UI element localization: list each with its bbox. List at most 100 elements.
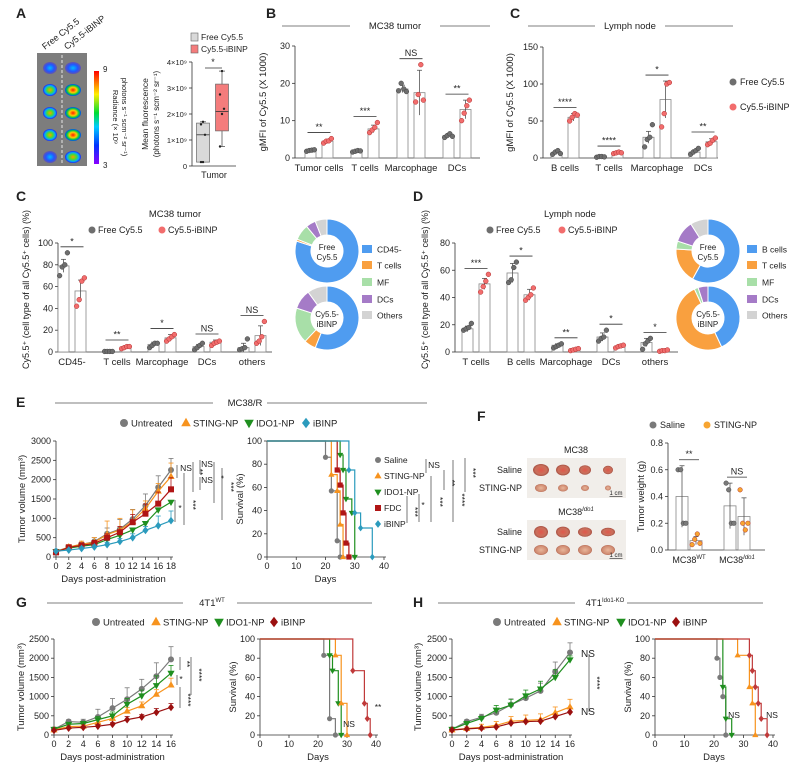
- data-point: [664, 347, 671, 353]
- growth-point: [152, 690, 160, 697]
- survival-point: [338, 699, 345, 706]
- chart-title: 4T1WT: [199, 598, 225, 609]
- x-category-label: Tumor: [201, 170, 227, 180]
- survival-curve: [655, 638, 733, 735]
- significance-label: NS: [405, 48, 418, 58]
- survival-point: [321, 652, 327, 658]
- y-tick-label: 20: [43, 325, 53, 335]
- x-tick-label: 10: [115, 561, 125, 571]
- x-axis-label: Days post-administration: [459, 752, 564, 763]
- y-tick-label: 60: [245, 672, 255, 682]
- y-tick-label: 100: [247, 436, 262, 446]
- x-tick-label: 40: [379, 561, 389, 571]
- legend-swatch: [190, 32, 199, 42]
- data-point: [261, 318, 268, 325]
- y-axis-label: Tumor weight (g): [636, 461, 647, 532]
- significance-label: *: [160, 318, 164, 328]
- tumor-saline: [579, 465, 591, 475]
- significance-label: NS: [728, 710, 740, 720]
- panel-label-d: D: [413, 188, 423, 204]
- survival-curve: [267, 440, 341, 557]
- box: [215, 83, 229, 132]
- data-point: [575, 345, 582, 352]
- significance-label: NS: [581, 649, 595, 660]
- legend-marker: [120, 419, 128, 427]
- x-category-label: B cells: [551, 163, 579, 174]
- photo-title-text: MC38: [564, 445, 588, 455]
- survival-point: [746, 683, 753, 690]
- y-tick-label: 80: [640, 653, 650, 663]
- growth-point: [78, 544, 85, 553]
- y-axis-label: Mean fluorescence: [140, 78, 150, 150]
- survival-point: [722, 716, 729, 723]
- data-point: [723, 480, 729, 486]
- growth-point: [94, 717, 102, 724]
- scale-bar-label: 1 cm: [609, 491, 622, 497]
- y-tick-label: 0.8: [650, 438, 663, 448]
- tumor-saline: [533, 464, 549, 476]
- significance-label: NS: [581, 707, 595, 718]
- survival-point: [714, 655, 720, 661]
- pie-slice: [707, 285, 741, 348]
- growth-point: [142, 526, 149, 535]
- chart-title: Lymph node: [544, 209, 596, 220]
- y-tick-label: 20: [245, 711, 255, 721]
- tumor-signal-free: [43, 129, 57, 141]
- y-tick-label: 0: [257, 552, 262, 562]
- chart-title: Lymph node: [604, 21, 656, 32]
- photo-title: MC38Ido1: [558, 507, 594, 517]
- tumor-signal-ibinp: [65, 129, 81, 141]
- data-point: [639, 346, 646, 352]
- data-point: [199, 123, 203, 126]
- survival-point: [328, 488, 334, 494]
- y-tick-label: 0: [445, 347, 450, 357]
- growth-point: [51, 726, 57, 735]
- data-point: [76, 297, 82, 303]
- growth-point: [507, 702, 515, 709]
- pie-legend-label: Others: [377, 311, 403, 321]
- x-tick-label: 16: [565, 739, 575, 749]
- y-tick-label: 1500: [31, 494, 51, 504]
- survival-point: [364, 715, 370, 723]
- growth-point: [167, 681, 175, 688]
- significance-label: ***: [410, 507, 420, 518]
- tumor-sting-np: [578, 545, 592, 555]
- legend-swatch: [190, 44, 199, 54]
- data-point: [154, 340, 161, 346]
- x-axis-label: Days: [307, 752, 329, 763]
- survival-curve: [267, 440, 356, 557]
- legend-label: STING-NP: [564, 618, 609, 629]
- data-point: [56, 273, 63, 279]
- data-point: [683, 520, 689, 526]
- legend-marker: [374, 489, 382, 496]
- pie-center-label: Cy5.5: [698, 253, 719, 262]
- growth-point: [65, 724, 72, 732]
- legend-marker: [486, 226, 494, 234]
- growth-curve: [55, 501, 172, 553]
- legend-label: iBINP: [313, 419, 337, 430]
- survival-point: [719, 684, 726, 691]
- x-category-label: Marcophage: [385, 163, 438, 174]
- colorbar-min: 3: [103, 161, 108, 170]
- pie-legend-swatch: [747, 295, 757, 303]
- pie-slice: [314, 218, 328, 237]
- x-tick-label: 6: [92, 561, 97, 571]
- survival-point: [334, 467, 340, 473]
- tumor-sting-np: [558, 484, 568, 492]
- data-point: [395, 88, 402, 94]
- colorbar-max: 9: [103, 65, 108, 74]
- y-axis-label: Survival (%): [228, 661, 239, 712]
- x-tick-label: 14: [151, 739, 161, 749]
- growth-point: [123, 701, 131, 709]
- data-point: [697, 540, 703, 546]
- data-point: [199, 340, 206, 346]
- data-point: [64, 250, 71, 256]
- y-tick-label: 30: [280, 41, 290, 51]
- growth-point: [123, 707, 131, 714]
- y-tick-label: 2000: [31, 475, 51, 485]
- data-point: [222, 107, 226, 111]
- chart-title-text: Lymph node: [604, 21, 656, 32]
- survival-point: [717, 674, 723, 681]
- data-point: [201, 120, 205, 124]
- data-point: [601, 154, 608, 160]
